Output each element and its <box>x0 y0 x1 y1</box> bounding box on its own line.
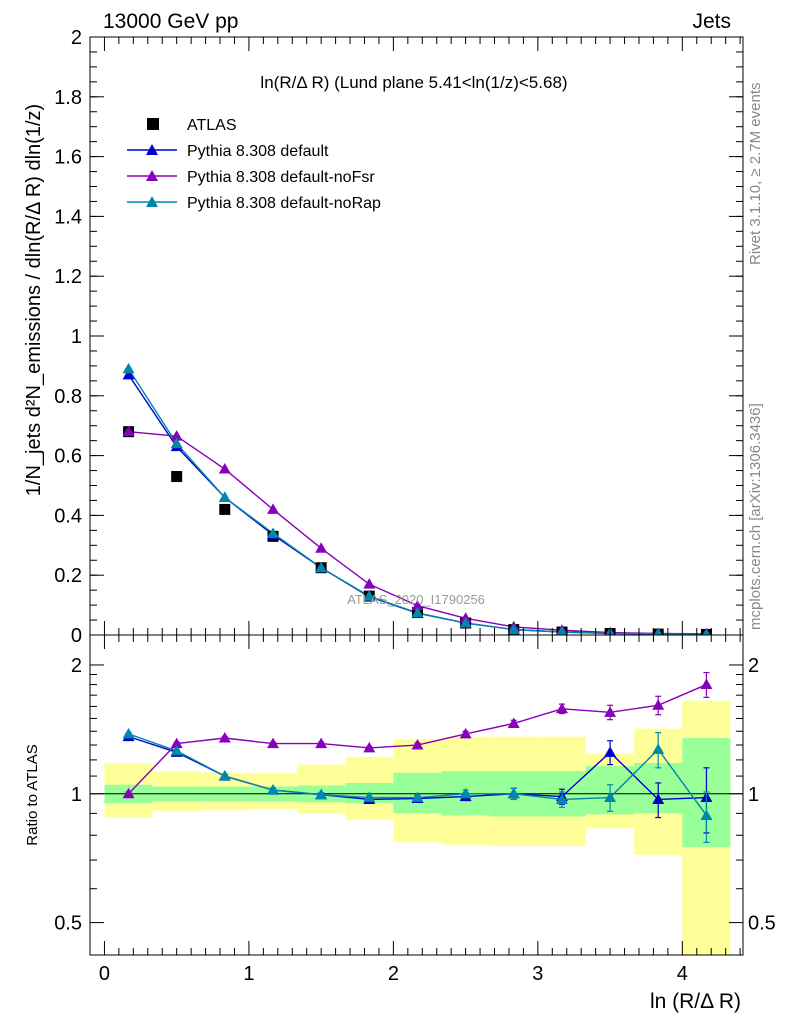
legend-label: Pythia 8.308 default-noRap <box>187 195 381 212</box>
ratio-panel: 0.5 0.5 1 1 2 2 0 1 2 3 4 <box>54 634 776 985</box>
ratio-point-2 <box>170 744 183 756</box>
ratio-point-2 <box>315 788 328 800</box>
mc-point-2 <box>170 430 183 441</box>
legend-marker <box>146 144 158 155</box>
y-tick-label: 0.8 <box>54 386 82 408</box>
mcplots-source-label: mcplots.cern.ch [arXiv:1306.3436] <box>747 403 764 630</box>
ratio-point-2 <box>267 784 280 795</box>
ratio-point-2 <box>218 770 231 781</box>
legend-label: Pythia 8.308 default-noFsr <box>187 169 375 186</box>
ratio-y-tick-label-right: 2 <box>748 655 759 677</box>
y-tick-label: 1.2 <box>54 266 82 288</box>
main-panel: 0 0.2 0.4 0.6 0.8 1 1.2 1.4 1.6 1.8 2 <box>54 27 744 647</box>
y-tick-label: 1.4 <box>54 206 82 228</box>
rivet-version-label: Rivet 3.1.10, ≥ 2.7M events <box>747 83 764 266</box>
mc-point-3 <box>267 527 280 538</box>
ratio-y-tick-label: 2 <box>71 655 82 677</box>
ratio-point-2 <box>507 787 520 799</box>
ratio-point-1 <box>170 737 183 749</box>
x-tick-label: 3 <box>532 963 543 985</box>
mc-point-2 <box>122 425 135 437</box>
ratio-point-1 <box>555 702 568 714</box>
ratio-y-tick-label: 1 <box>71 784 82 806</box>
ratio-point-0 <box>604 746 617 757</box>
header-left: 13000 GeV pp <box>103 10 238 33</box>
main-ylabel: 1/N_jets d²N_emissions / dln(R/Δ R) dln(… <box>23 104 45 496</box>
legend-label: Pythia 8.308 default <box>187 143 329 160</box>
ratio-point-1 <box>411 739 424 750</box>
legend-marker <box>146 170 158 181</box>
mc-point-3 <box>411 606 424 618</box>
ratio-point-2 <box>555 793 568 804</box>
ratio-y-tick-label-right: 1 <box>748 784 759 806</box>
ratio-frame <box>89 634 744 956</box>
x-tick-label: 4 <box>677 963 688 985</box>
ratio-point-1 <box>315 737 328 749</box>
mc-point-2 <box>363 578 376 589</box>
mc-point-1 <box>122 368 135 380</box>
ratio-y-tick-label-right: 0.5 <box>748 913 776 935</box>
ratio-plot-area <box>90 671 743 955</box>
y-tick-label: 0.2 <box>54 565 82 587</box>
y-tick-label: 1 <box>71 326 82 348</box>
ratio-point-1 <box>700 678 713 690</box>
y-tick-label: 2 <box>71 27 82 49</box>
ratio-y-tick-label: 0.5 <box>54 913 82 935</box>
mc-point-3 <box>507 623 520 635</box>
mc-point-2 <box>315 542 328 553</box>
ratio-point-1 <box>122 787 135 799</box>
x-tick-label: 0 <box>99 963 110 985</box>
ratio-point-1 <box>218 732 231 743</box>
x-tick-label: 2 <box>388 963 399 985</box>
mc-point-3 <box>702 628 711 635</box>
main-ylabel-text: 1/N_jets d²N_emissions / dln(R/Δ R) dln(… <box>23 104 45 496</box>
mc-point-2 <box>411 599 424 611</box>
ratio-point-1 <box>459 727 472 739</box>
main-plot-area <box>122 362 712 635</box>
mc-point-3 <box>363 590 376 601</box>
legend-marker <box>146 196 158 207</box>
y-tick-label: 1.8 <box>54 87 82 109</box>
atlas-point <box>219 503 231 515</box>
x-axis-label: ln (R/Δ R) <box>650 990 741 1013</box>
ratio-point-0 <box>652 793 665 804</box>
ratio-ylabel: Ratio to ATLAS <box>24 744 41 845</box>
mc-point-3 <box>122 362 135 374</box>
ratio-point-2 <box>604 791 617 803</box>
legend: ATLAS Pythia 8.308 default Pythia 8.308 de… <box>127 117 381 212</box>
legend-label: ATLAS <box>187 117 237 134</box>
header-right: Jets <box>692 10 731 33</box>
mc-point-3 <box>556 626 568 635</box>
ratio-point-2 <box>652 743 665 754</box>
y-tick-label: 1.6 <box>54 147 82 169</box>
ratio-point-2 <box>700 809 713 820</box>
y-tick-label: 0.4 <box>54 505 82 527</box>
ratio-point-2 <box>363 791 376 803</box>
mc-point-3 <box>170 437 183 449</box>
ratio-point-1 <box>604 706 617 717</box>
mc-point-2 <box>218 463 231 474</box>
mc-point-3 <box>654 627 663 635</box>
ratio-point-2 <box>411 791 424 803</box>
ratio-point-1 <box>363 741 376 753</box>
y-tick-label: 0 <box>71 625 82 647</box>
ratio-point-1 <box>267 737 280 749</box>
legend-marker-atlas <box>147 118 159 130</box>
analysis-watermark: ATLAS_2020_I1790256 <box>347 592 485 607</box>
mc-point-3 <box>459 617 472 628</box>
atlas-point <box>171 471 183 483</box>
ratio-point-1 <box>507 717 520 728</box>
y-tick-label: 0.6 <box>54 446 82 468</box>
mc-point-3 <box>315 561 328 573</box>
x-tick-label: 1 <box>243 963 254 985</box>
main-title: ln(R/Δ R) (Lund plane 5.41<ln(1/z)<5.68) <box>260 73 567 92</box>
ratio-point-1 <box>652 699 665 710</box>
ratio-point-2 <box>122 727 135 739</box>
mc-point-3 <box>218 491 231 502</box>
ratio-point-2 <box>459 787 472 799</box>
mc-point-2 <box>267 503 280 514</box>
